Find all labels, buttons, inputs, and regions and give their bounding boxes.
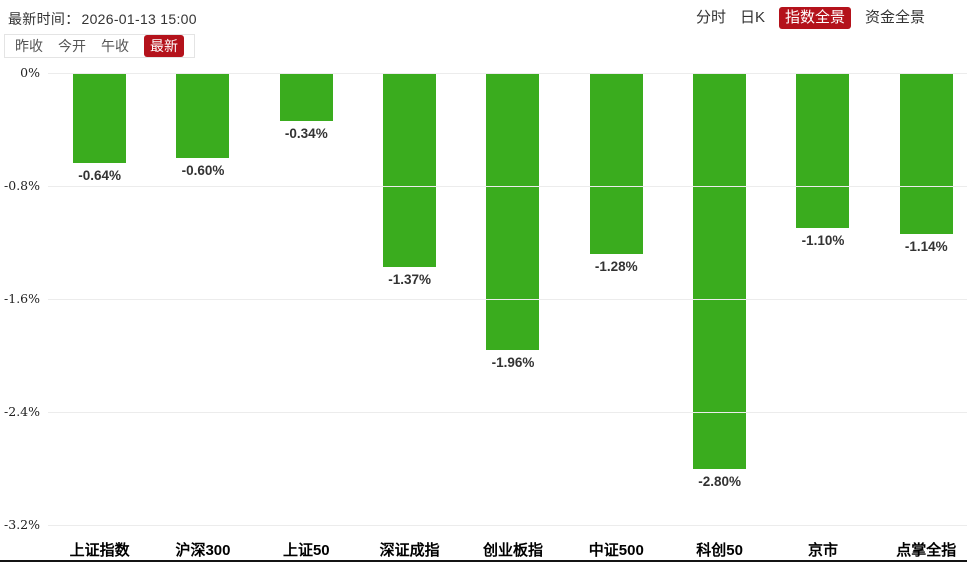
y-tick-label: -1.6%	[4, 291, 40, 306]
snapshot-tabbar: 昨收 今开 午收 最新	[4, 34, 195, 58]
gridline	[48, 299, 967, 300]
y-tick-label: -0.8%	[4, 178, 40, 193]
x-category-label[interactable]: 中证500	[588, 542, 644, 559]
tab-today-open[interactable]: 今开	[58, 38, 86, 54]
bar-column: -1.96%	[461, 73, 564, 525]
tab-latest[interactable]: 最新	[144, 35, 184, 57]
y-axis-labels: 0% -0.8% -1.6% -2.4% -3.2%	[0, 65, 40, 532]
bar-value-label: -2.80%	[698, 473, 742, 489]
index-bar[interactable]	[176, 73, 230, 158]
bar-column: -0.34%	[255, 73, 358, 525]
bar-value-label: -0.60%	[181, 162, 225, 178]
nav-intraday[interactable]: 分时	[695, 9, 726, 26]
x-category-label[interactable]: 沪深300	[175, 542, 231, 559]
bar-value-label: -1.14%	[904, 239, 948, 255]
nav-capital-panorama[interactable]: 资金全景	[864, 9, 925, 26]
x-category-label[interactable]: 创业板指	[482, 542, 543, 559]
gridline	[48, 525, 967, 526]
bar-value-label: -1.37%	[388, 271, 432, 287]
bars-row: -0.64% -0.60% -0.34% -1.37% -1.96% -1.28% -2.8…	[48, 73, 967, 525]
latest-time-label: 最新时间：	[8, 11, 80, 27]
bar-column: -0.60%	[151, 73, 254, 525]
index-bar[interactable]	[486, 73, 540, 350]
index-bar[interactable]	[589, 73, 643, 254]
bar-value-label: -1.28%	[594, 258, 638, 274]
x-category-label[interactable]: 科创50	[696, 542, 743, 559]
bar-value-label: -0.64%	[78, 168, 122, 184]
latest-time: 最新时间： 2026-01-13 15:00	[8, 9, 197, 29]
bar-column: -1.14%	[875, 73, 967, 525]
bar-column: -2.80%	[668, 73, 771, 525]
y-tick-label: 0%	[20, 65, 40, 80]
bar-column: -0.64%	[48, 73, 151, 525]
index-bar[interactable]	[383, 73, 437, 267]
bottom-divider	[0, 560, 967, 562]
index-bar[interactable]	[796, 73, 850, 229]
gridline	[48, 186, 967, 187]
index-bar[interactable]	[899, 73, 953, 235]
bar-value-label: -1.96%	[491, 354, 535, 370]
bar-value-label: -1.10%	[801, 233, 845, 249]
y-tick-label: -3.2%	[4, 517, 40, 532]
bar-column: -1.10%	[771, 73, 874, 525]
latest-time-value: 2026-01-13 15:00	[81, 11, 197, 27]
bar-value-label: -0.34%	[284, 126, 328, 142]
index-bar[interactable]	[73, 73, 127, 164]
nav-index-panorama[interactable]: 指数全景	[778, 7, 851, 29]
tab-noon-close[interactable]: 午收	[101, 38, 129, 54]
bar-column: -1.28%	[565, 73, 668, 525]
x-category-label[interactable]: 点掌全指	[896, 542, 957, 559]
gridline	[48, 412, 967, 413]
nav-daily-k[interactable]: 日K	[739, 9, 765, 26]
x-category-label[interactable]: 上证50	[282, 542, 330, 559]
gridline	[48, 73, 967, 74]
x-category-label[interactable]: 上证指数	[69, 542, 130, 559]
x-category-label[interactable]: 京市	[807, 542, 838, 559]
y-tick-label: -2.4%	[4, 404, 40, 419]
view-nav: 分时 日K 指数全景 资金全景	[696, 7, 925, 29]
x-category-label[interactable]: 深证成指	[379, 542, 440, 559]
bar-column: -1.37%	[358, 73, 461, 525]
x-axis-labels: 上证指数 沪深300 上证50 深证成指 创业板指 中证500 科创50 京市 点掌全指	[48, 539, 967, 560]
index-bar[interactable]	[693, 73, 747, 469]
plot-area: -0.64% -0.60% -0.34% -1.37% -1.96% -1.28% -2.8…	[48, 73, 967, 526]
tab-prev-close[interactable]: 昨收	[15, 38, 43, 54]
index-bar[interactable]	[279, 73, 333, 122]
